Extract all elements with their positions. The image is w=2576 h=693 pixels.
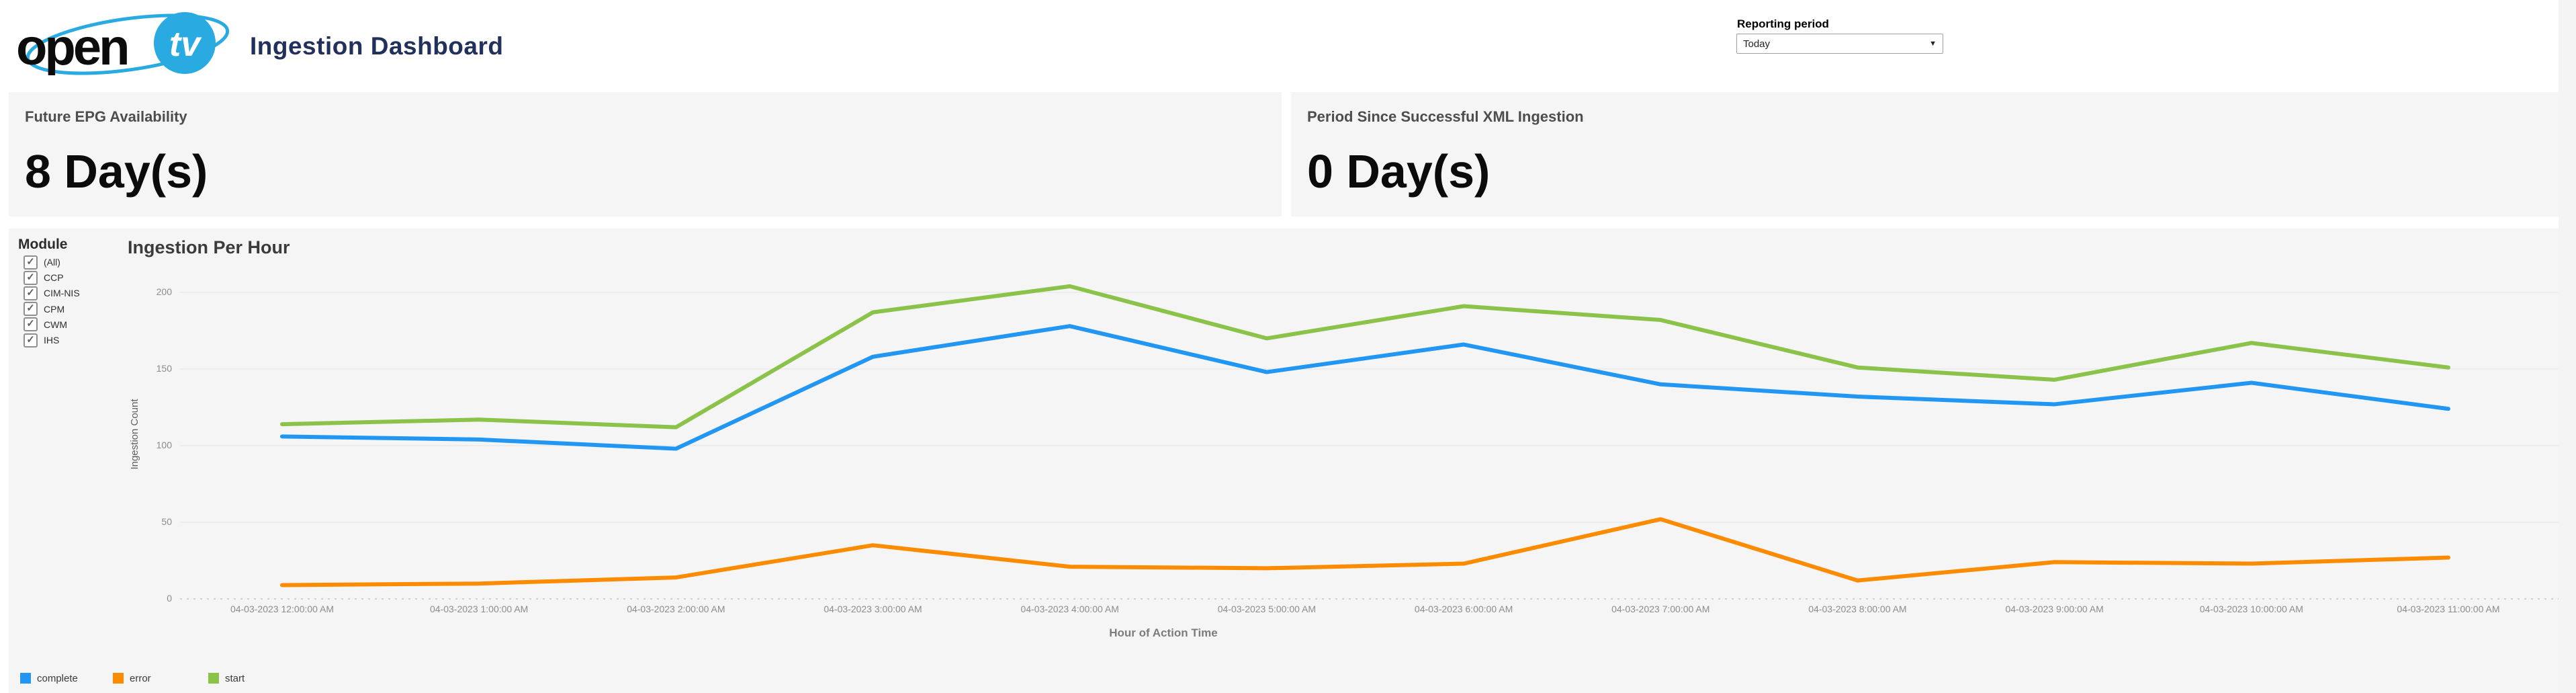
y-tick-label-0: 0: [167, 593, 172, 604]
kpi-card-xml-ingestion: Period Since Successful XML Ingestion 0 …: [1291, 92, 2559, 216]
opentv-logo: open tv: [16, 12, 230, 76]
page-title: Ingestion Dashboard: [250, 32, 504, 60]
reporting-period-select[interactable]: Today ▼: [1736, 34, 1943, 54]
legend-swatch-start: [208, 673, 219, 684]
x-tick-label-5: 04-03-2023 5:00:00 AM: [1217, 604, 1317, 614]
legend-label: complete: [37, 672, 78, 684]
legend-item-error[interactable]: error: [113, 672, 151, 684]
x-tick-label-3: 04-03-2023 3:00:00 AM: [824, 604, 922, 614]
logo-swoosh: [26, 13, 230, 75]
x-tick-label-1: 04-03-2023 1:00:00 AM: [430, 604, 529, 614]
chart-title: Ingestion Per Hour: [128, 237, 290, 257]
checkbox-icon[interactable]: ✓: [24, 302, 38, 317]
module-checkbox-label: (All): [44, 257, 60, 268]
line-chart-plot: [180, 284, 2566, 600]
kpi-value: 8 Day(s): [25, 145, 208, 198]
module-checkbox-ccp[interactable]: ✓ CCP: [24, 270, 64, 285]
module-checkbox-label: CWM: [44, 319, 67, 330]
x-tick-label-2: 04-03-2023 2:00:00 AM: [627, 604, 725, 614]
checkbox-icon[interactable]: ✓: [24, 270, 38, 285]
x-tick-label-0: 04-03-2023 12:00:00 AM: [230, 604, 335, 614]
reporting-period-label: Reporting period: [1737, 17, 1829, 30]
page-right-margin: [2559, 0, 2576, 693]
checkbox-icon[interactable]: ✓: [24, 255, 38, 270]
kpi-value: 0 Day(s): [1307, 145, 1491, 198]
module-checkbox-label: CCP: [44, 272, 64, 284]
series-line-complete: [280, 324, 2450, 451]
x-tick-label-9: 04-03-2023 9:00:00 AM: [2005, 604, 2104, 614]
header-bar: open tv Ingestion Dashboard Reporting pe…: [0, 0, 2559, 92]
y-tick-label-200: 200: [156, 286, 172, 297]
x-tick-label-11: 04-03-2023 11:00:00 AM: [2397, 604, 2500, 614]
x-tick-label-8: 04-03-2023 8:00:00 AM: [1808, 604, 1907, 614]
logo-tv-circle: [154, 12, 216, 74]
checkbox-icon[interactable]: ✓: [24, 333, 38, 348]
series-line-start: [280, 284, 2450, 430]
x-tick-label-7: 04-03-2023 7:00:00 AM: [1611, 604, 1710, 614]
kpi-label: Future EPG Availability: [25, 108, 187, 125]
legend-label: start: [225, 672, 245, 684]
module-checkbox-cim-nis[interactable]: ✓ CIM-NIS: [24, 286, 80, 300]
checkbox-icon[interactable]: ✓: [24, 317, 38, 332]
y-tick-label-150: 150: [156, 363, 172, 374]
y-tick-label-100: 100: [156, 440, 172, 450]
kpi-card-future-epg: Future EPG Availability 8 Day(s): [9, 92, 1282, 216]
logo-word-tv: tv: [169, 25, 202, 64]
x-tick-label-4: 04-03-2023 4:00:00 AM: [1020, 604, 1119, 614]
legend-swatch-error: [113, 673, 124, 684]
reporting-period-value: Today: [1743, 38, 1771, 50]
logo-word-open: open: [16, 19, 128, 76]
legend-item-complete[interactable]: complete: [20, 672, 78, 684]
x-tick-label-10: 04-03-2023 10:00:00 AM: [2199, 604, 2303, 614]
checkbox-icon[interactable]: ✓: [24, 286, 38, 300]
y-tick-label-50: 50: [161, 516, 172, 527]
y-axis-title: Ingestion Count: [129, 399, 140, 470]
module-checkbox-label: IHS: [44, 335, 60, 345]
module-checkbox-cpm[interactable]: ✓ CPM: [24, 302, 65, 317]
module-filter-title: Module: [18, 237, 68, 252]
legend-item-start[interactable]: start: [208, 672, 245, 684]
module-checkbox-cwm[interactable]: ✓ CWM: [24, 317, 67, 332]
legend-label: error: [130, 672, 151, 684]
series-line-error: [280, 517, 2450, 587]
module-checkbox-ihs[interactable]: ✓ IHS: [24, 333, 60, 348]
kpi-label: Period Since Successful XML Ingestion: [1307, 108, 1584, 125]
x-axis-title: Hour of Action Time: [1109, 626, 1218, 639]
legend-swatch-complete: [20, 673, 31, 684]
x-tick-label-6: 04-03-2023 6:00:00 AM: [1414, 604, 1513, 614]
module-checkbox-label: CIM-NIS: [44, 288, 80, 299]
ingestion-chart-panel: Module ✓ (All) ✓ CCP ✓ CIM-NIS ✓ CPM ✓ CWM ✓ IHS In…: [9, 229, 2566, 693]
module-checkbox-all[interactable]: ✓ (All): [24, 255, 60, 270]
chevron-down-icon: ▼: [1929, 40, 1937, 48]
module-checkbox-label: CPM: [44, 303, 65, 315]
